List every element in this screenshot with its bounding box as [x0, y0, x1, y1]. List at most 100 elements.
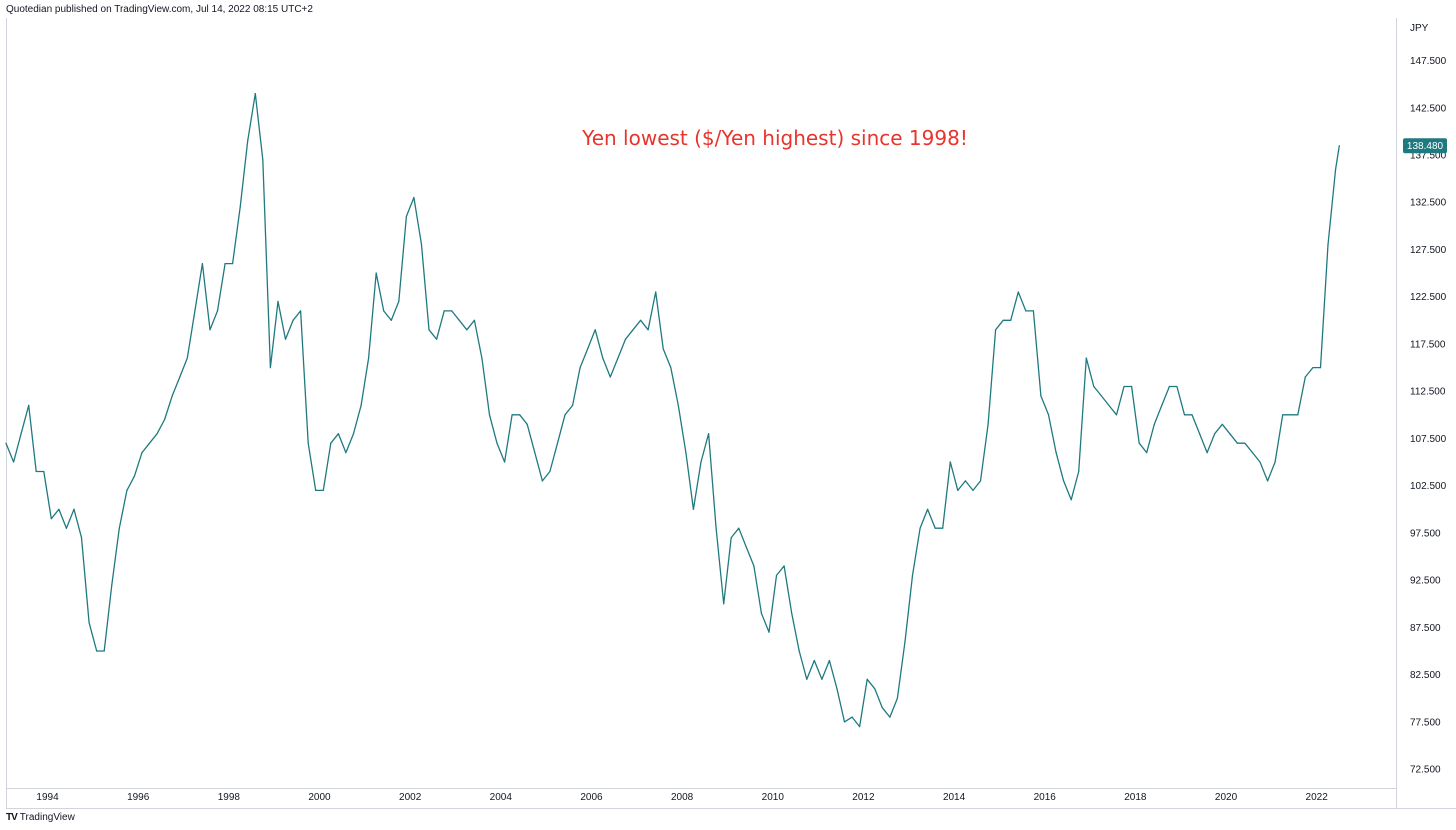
y-tick-label: 97.500: [1410, 528, 1441, 539]
series-point: [277, 300, 279, 302]
y-tick-label: 122.500: [1410, 292, 1447, 303]
series-point: [1282, 414, 1284, 416]
series-point: [534, 452, 536, 454]
series-point: [50, 518, 52, 520]
series-point: [504, 461, 506, 463]
series-point: [519, 414, 521, 416]
series-point: [156, 433, 158, 435]
series-point: [1199, 433, 1201, 435]
series-point: [760, 612, 763, 614]
y-tick-label: 102.500: [1410, 481, 1447, 492]
series-point: [738, 527, 740, 529]
series-point: [1289, 414, 1291, 416]
series-point: [496, 442, 498, 444]
series-point: [1070, 499, 1072, 501]
series-point: [1131, 385, 1133, 388]
series-point: [775, 574, 778, 577]
footer-brand-text: TradingView: [19, 812, 75, 823]
x-tick-label: 2000: [308, 792, 331, 803]
series-point: [96, 650, 98, 652]
series-point: [292, 319, 294, 321]
series-point: [488, 414, 491, 416]
series-point: [594, 329, 596, 331]
x-tick-label: 1994: [36, 792, 59, 803]
series-point: [723, 603, 725, 605]
y-tick-label: 112.500: [1410, 387, 1446, 398]
y-tick-label: 137.500: [1410, 150, 1447, 161]
series-point: [1274, 461, 1276, 463]
series-point: [13, 461, 15, 463]
series-point: [1229, 433, 1231, 435]
series-point: [1327, 244, 1329, 246]
series-point: [201, 263, 203, 265]
series-point: [987, 423, 989, 425]
series-point: [708, 433, 710, 435]
series-point: [118, 527, 120, 529]
x-tick-label: 2014: [943, 792, 966, 803]
series-point: [1304, 376, 1306, 378]
usdjpy-series-line[interactable]: [5, 92, 1340, 728]
series-point: [1335, 168, 1337, 170]
series-point: [247, 140, 249, 142]
series-point: [368, 357, 370, 359]
x-tick-label: 2022: [1306, 792, 1329, 803]
series-point: [1267, 480, 1269, 482]
series-point: [1100, 395, 1102, 397]
series-point: [1078, 470, 1080, 473]
series-point: [730, 537, 732, 539]
series-point: [655, 291, 657, 293]
x-tick-label: 2004: [490, 792, 513, 803]
series-point: [330, 442, 332, 444]
y-tick-label: 127.500: [1410, 245, 1447, 256]
series-point: [632, 329, 634, 331]
last-value-badge-bg: [1403, 138, 1447, 154]
series-point: [964, 480, 967, 482]
series-point: [677, 404, 679, 406]
series-point: [1168, 385, 1170, 388]
series-point: [1115, 414, 1118, 416]
series-point: [836, 688, 838, 690]
series-point: [337, 433, 339, 435]
series-point: [179, 376, 181, 378]
series-point: [1244, 442, 1246, 444]
series-point: [821, 678, 823, 680]
series-point: [1025, 310, 1027, 312]
series-point: [1206, 452, 1208, 454]
footer-brand: TV TradingView: [6, 812, 75, 823]
series-point: [141, 452, 143, 454]
series-point: [186, 357, 188, 359]
series-point: [20, 433, 22, 435]
series-point: [1047, 414, 1050, 416]
series-point: [851, 716, 853, 718]
series-point: [43, 470, 45, 473]
series-point: [300, 310, 302, 312]
series-point: [420, 244, 423, 246]
series-point: [262, 159, 264, 161]
series-point: [1161, 404, 1163, 406]
series-point: [405, 215, 407, 217]
y-tick-label: 107.500: [1410, 434, 1447, 445]
series-point: [685, 452, 687, 454]
series-point: [715, 527, 717, 529]
series-point: [1108, 404, 1110, 406]
series-point: [473, 319, 475, 321]
series-point: [745, 546, 747, 548]
series-point: [911, 574, 914, 577]
series-point: [572, 404, 574, 406]
series-point: [443, 310, 445, 312]
series-point: [1146, 452, 1148, 454]
series-point: [103, 650, 105, 652]
series-point: [1251, 452, 1254, 454]
series-point: [549, 470, 551, 473]
series-point: [164, 418, 166, 421]
series-point: [307, 442, 309, 444]
series-point: [28, 404, 30, 406]
series-point: [1221, 423, 1223, 425]
series-point: [579, 367, 581, 369]
x-tick-label: 2012: [852, 792, 875, 803]
series-point: [541, 480, 544, 482]
time-axis: 1994 1996 1998 2000 2002 2004 2006 2008 2010 2012…: [36, 792, 1328, 803]
series-point: [126, 489, 128, 491]
series-point: [458, 319, 460, 321]
